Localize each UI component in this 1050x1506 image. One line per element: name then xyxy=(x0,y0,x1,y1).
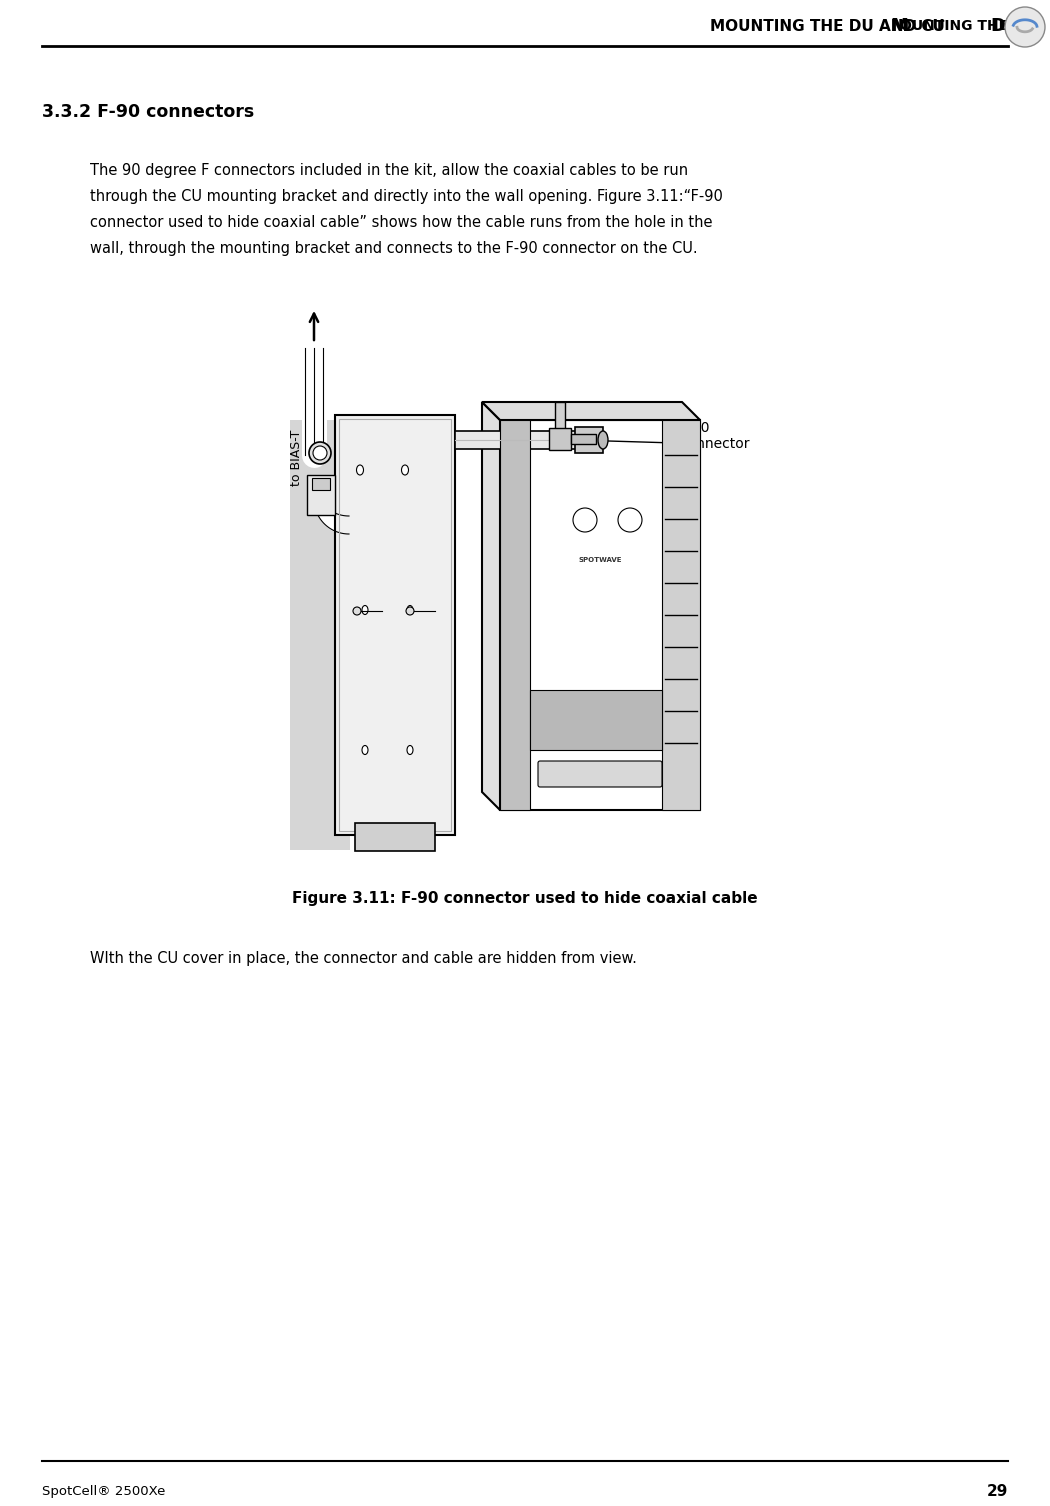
Ellipse shape xyxy=(401,465,408,474)
Bar xyxy=(355,822,435,851)
Circle shape xyxy=(1005,8,1045,47)
Bar xyxy=(555,402,565,432)
Bar xyxy=(335,416,455,834)
Text: OUNTING THE: OUNTING THE xyxy=(900,20,1013,33)
Bar xyxy=(500,420,700,810)
Bar xyxy=(312,477,330,489)
Ellipse shape xyxy=(407,745,413,755)
Circle shape xyxy=(353,607,361,614)
Ellipse shape xyxy=(407,605,413,614)
Bar xyxy=(530,690,662,750)
Ellipse shape xyxy=(313,446,327,459)
Text: F-90: F-90 xyxy=(680,422,711,435)
Circle shape xyxy=(618,508,642,532)
Polygon shape xyxy=(482,402,500,810)
Text: connector used to hide coaxial cable” shows how the cable runs from the hole in : connector used to hide coaxial cable” sh… xyxy=(90,214,713,229)
Text: through the CU mounting bracket and directly into the wall opening. Figure 3.11:: through the CU mounting bracket and dire… xyxy=(90,188,722,203)
Text: SPOTWAVE: SPOTWAVE xyxy=(579,557,622,563)
Text: The 90 degree F connectors included in the kit, allow the coaxial cables to be r: The 90 degree F connectors included in t… xyxy=(90,163,688,178)
Ellipse shape xyxy=(357,465,363,474)
Text: MOUNTING THE DU AND CU: MOUNTING THE DU AND CU xyxy=(710,18,945,33)
Text: 29: 29 xyxy=(987,1483,1008,1498)
Ellipse shape xyxy=(309,441,331,464)
Bar xyxy=(339,419,452,831)
Circle shape xyxy=(406,607,414,614)
Bar xyxy=(571,434,596,444)
Text: DU: DU xyxy=(990,17,1020,35)
Text: M: M xyxy=(890,17,908,35)
Bar xyxy=(662,420,700,810)
FancyBboxPatch shape xyxy=(538,761,662,788)
Text: SpotCell® 2500Xe: SpotCell® 2500Xe xyxy=(42,1485,166,1497)
Text: wall, through the mounting bracket and connects to the F-90 connector on the CU.: wall, through the mounting bracket and c… xyxy=(90,241,697,256)
Ellipse shape xyxy=(362,745,368,755)
Circle shape xyxy=(573,508,597,532)
Text: to BIAS-T: to BIAS-T xyxy=(290,429,302,486)
Ellipse shape xyxy=(362,605,368,614)
Polygon shape xyxy=(482,402,700,420)
Bar xyxy=(307,474,335,515)
Text: connector: connector xyxy=(680,437,750,450)
Text: WIth the CU cover in place, the connector and cable are hidden from view.: WIth the CU cover in place, the connecto… xyxy=(90,950,637,965)
Text: 3.3.2 F-90 connectors: 3.3.2 F-90 connectors xyxy=(42,102,254,120)
Bar xyxy=(575,428,603,453)
Text: Figure 3.11: F-90 connector used to hide coaxial cable: Figure 3.11: F-90 connector used to hide… xyxy=(292,890,758,905)
Bar xyxy=(290,420,350,849)
Bar xyxy=(455,431,595,449)
Bar xyxy=(500,420,530,810)
Bar xyxy=(549,428,571,450)
Ellipse shape xyxy=(598,431,608,449)
